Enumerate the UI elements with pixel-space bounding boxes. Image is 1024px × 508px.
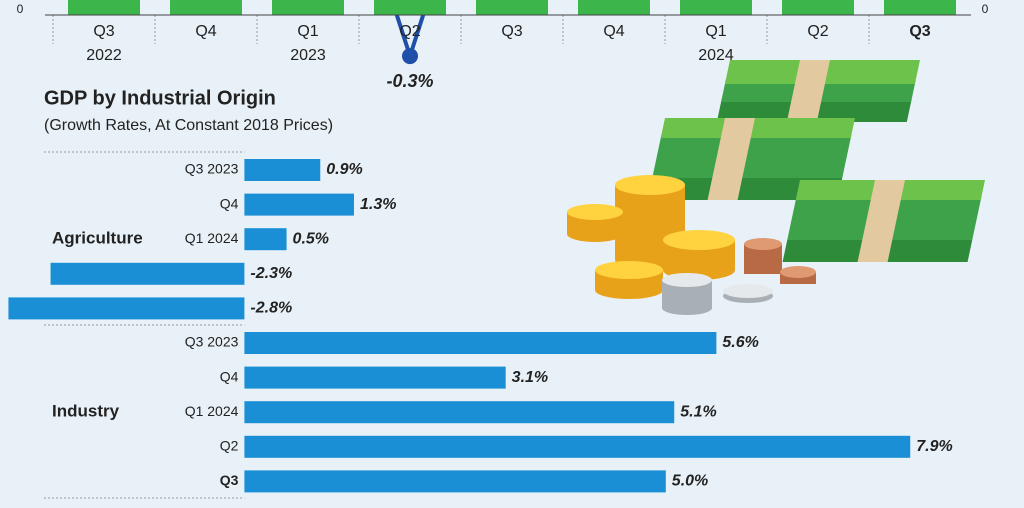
money-illustration xyxy=(567,60,985,315)
bar xyxy=(244,332,717,354)
bar xyxy=(244,193,354,216)
bar xyxy=(244,366,506,389)
x-tick-label: Q3 xyxy=(909,23,930,40)
data-label: 5.6% xyxy=(722,334,758,351)
data-label: 1.3% xyxy=(360,196,396,213)
x-tick-year: 2022 xyxy=(86,47,122,64)
x-tick-label: Q3 xyxy=(501,23,522,40)
data-label: -2.8% xyxy=(250,300,292,317)
y2-tick-label: 0 xyxy=(982,2,989,16)
data-label: 5.0% xyxy=(672,473,708,490)
x-tick-label: Q1 xyxy=(297,23,318,40)
category-label: Q1 2024 xyxy=(185,403,239,419)
category-label: Q3 2023 xyxy=(185,161,239,177)
category-label: Q3 2023 xyxy=(185,334,239,350)
x-tick-label: Q2 xyxy=(807,23,828,40)
category-label: Q2 xyxy=(220,438,239,454)
x-tick-label: Q4 xyxy=(603,23,624,40)
bar-stub xyxy=(170,0,242,15)
category-label: Q1 2024 xyxy=(185,230,239,246)
x-tick-label: Q2 xyxy=(399,23,420,40)
group-label: Industry xyxy=(52,402,120,421)
data-label: 5.1% xyxy=(680,403,716,420)
bar-stub xyxy=(884,0,956,15)
bar-stub xyxy=(374,0,446,15)
bar xyxy=(244,435,911,458)
bar-stub xyxy=(680,0,752,15)
y-tick-label: 0 xyxy=(17,2,24,16)
x-tick-label: Q3 xyxy=(93,23,114,40)
bar xyxy=(244,228,287,251)
bar-stub xyxy=(782,0,854,15)
category-label: Q3 xyxy=(220,472,239,488)
bar-stub xyxy=(578,0,650,15)
category-label: Q4 xyxy=(220,368,239,384)
line-point xyxy=(402,48,418,65)
data-label: 7.9% xyxy=(916,438,952,455)
x-tick-year: 2023 xyxy=(290,47,326,64)
data-label: -2.3% xyxy=(250,265,292,282)
chart-subtitle: (Growth Rates, At Constant 2018 Prices) xyxy=(44,117,333,134)
category-label: Q4 xyxy=(220,195,239,211)
chart-title: GDP by Industrial Origin xyxy=(44,87,276,109)
bar xyxy=(50,262,245,285)
x-tick-year: 2024 xyxy=(698,47,734,64)
x-tick-label: Q4 xyxy=(195,23,216,40)
data-label: 0.5% xyxy=(293,230,329,247)
bar xyxy=(244,470,666,493)
bar xyxy=(244,401,675,424)
data-label: -0.3% xyxy=(386,71,433,91)
group-label: Agriculture xyxy=(52,229,143,248)
x-tick-label: Q1 xyxy=(705,23,726,40)
bar-stub xyxy=(476,0,548,15)
bar xyxy=(244,159,321,181)
bar xyxy=(8,297,245,320)
data-label: 0.9% xyxy=(326,161,362,178)
bar-stub xyxy=(272,0,344,15)
bar-stub xyxy=(68,0,140,15)
data-label: 3.1% xyxy=(512,369,548,386)
